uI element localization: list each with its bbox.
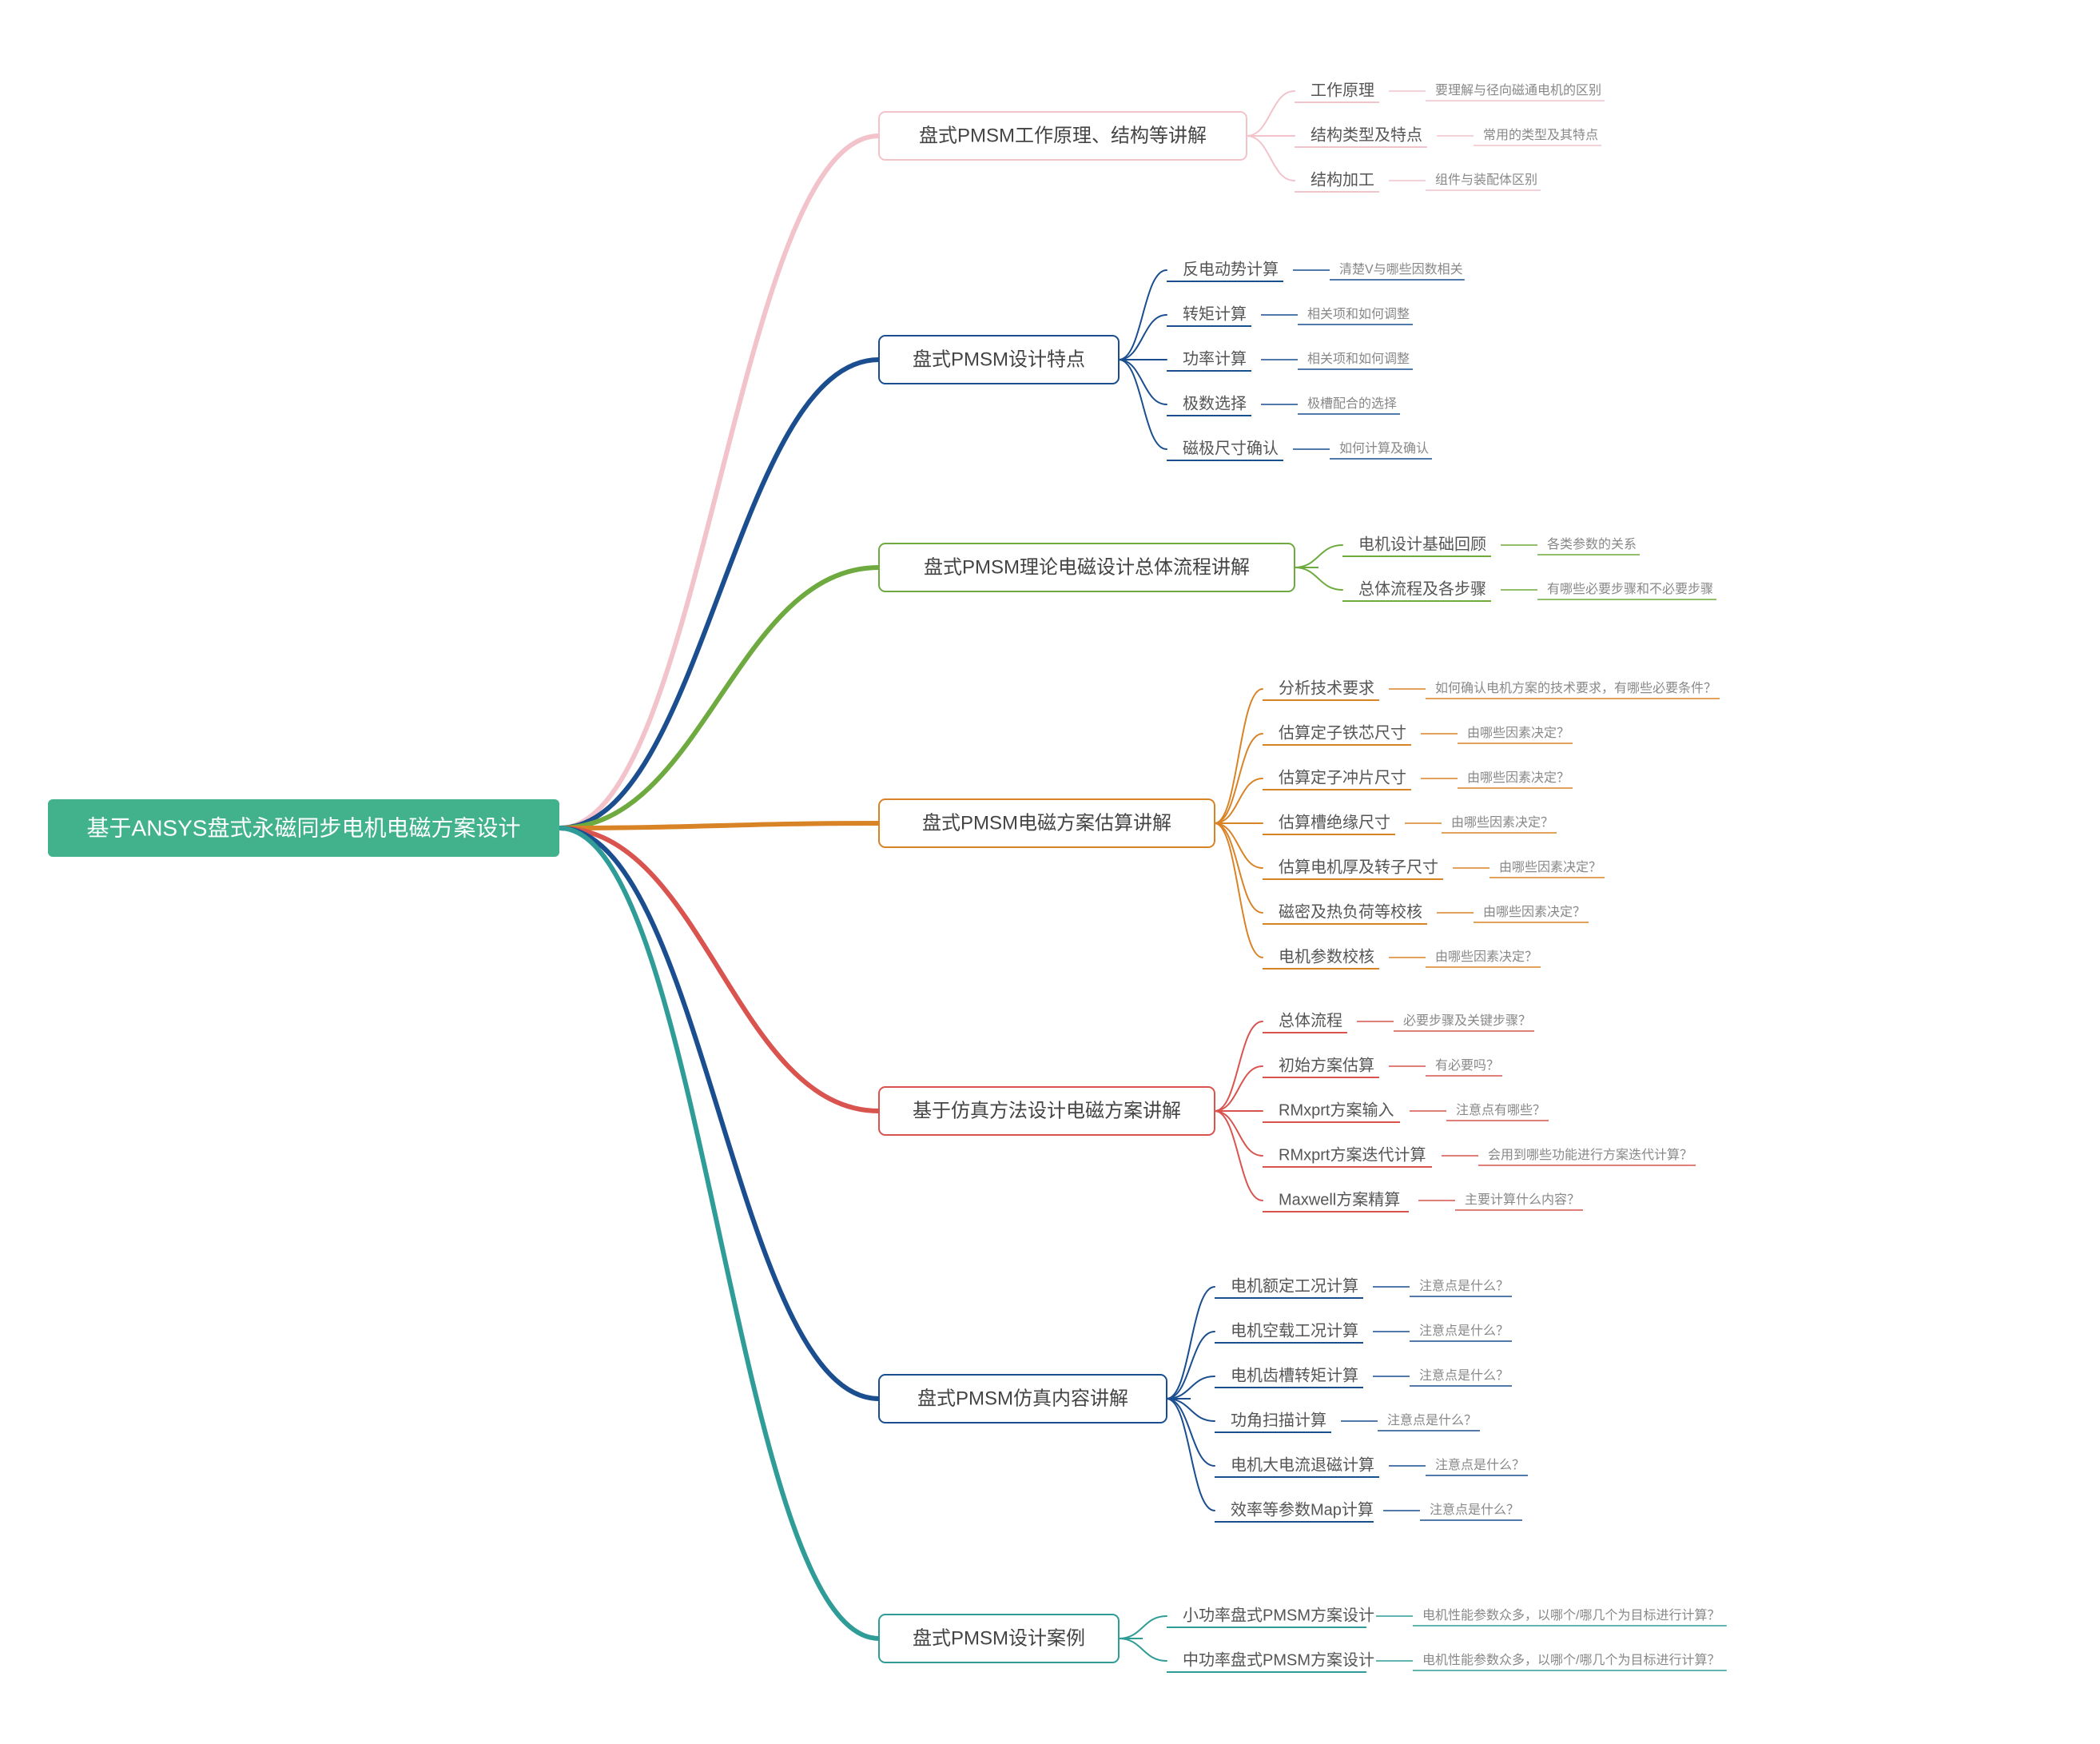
branch-label: 盘式PMSM设计案例 <box>913 1627 1085 1649</box>
leaf-note: 主要计算什么内容？ <box>1465 1192 1580 1207</box>
leaf-label: RMxprt方案输入 <box>1279 1101 1394 1119</box>
leaf-label: 磁密及热负荷等校核 <box>1279 902 1422 921</box>
leaf-label: 反电动势计算 <box>1183 260 1279 278</box>
leaf-note: 注意点有哪些？ <box>1456 1102 1545 1117</box>
leaf-note: 注意点是什么？ <box>1387 1412 1477 1427</box>
root-label: 基于ANSYS盘式永磁同步电机电磁方案设计 <box>87 815 521 840</box>
leaf-label: Maxwell方案精算 <box>1279 1190 1400 1208</box>
connector-root-branch <box>559 360 879 828</box>
connector-branch-leaf <box>1215 1111 1263 1200</box>
connector-root-branch <box>559 828 879 1638</box>
leaf-note: 注意点是什么？ <box>1419 1368 1509 1383</box>
leaf-note: 注意点是什么？ <box>1419 1323 1509 1338</box>
leaf-note: 注意点是什么？ <box>1419 1278 1509 1293</box>
connector-branch-leaf <box>1215 1021 1263 1111</box>
leaf-label: 结构加工 <box>1311 170 1374 189</box>
connector-branch-leaf <box>1215 734 1263 823</box>
connector-branch-leaf <box>1119 315 1167 360</box>
branch-label: 盘式PMSM仿真内容讲解 <box>917 1388 1128 1409</box>
connector-branch-leaf <box>1215 823 1263 913</box>
leaf-note: 常用的类型及其特点 <box>1483 128 1598 142</box>
branch-label: 盘式PMSM工作原理、结构等讲解 <box>919 125 1207 146</box>
leaf-note: 相关项和如何调整 <box>1307 352 1410 366</box>
connector-branch-leaf <box>1215 689 1263 823</box>
branch-label: 盘式PMSM电磁方案估算讲解 <box>922 812 1171 834</box>
leaf-label: 电机额定工况计算 <box>1231 1276 1358 1295</box>
leaf-note: 如何计算及确认 <box>1339 440 1429 456</box>
leaf-label: RMxprt方案迭代计算 <box>1279 1145 1426 1164</box>
leaf-note: 由哪些因素决定？ <box>1451 815 1553 830</box>
connector-branch-leaf <box>1215 1111 1263 1156</box>
leaf-note: 必要步骤及关键步骤？ <box>1403 1013 1531 1028</box>
leaf-label: 估算定子铁芯尺寸 <box>1279 723 1406 742</box>
leaf-label: 电机设计基础回顾 <box>1358 535 1486 553</box>
branch-label: 盘式PMSM设计特点 <box>913 348 1085 370</box>
leaf-label: 结构类型及特点 <box>1311 125 1422 144</box>
leaf-note: 要理解与径向磁通电机的区别 <box>1435 83 1601 98</box>
connector-branch-leaf <box>1167 1399 1215 1511</box>
leaf-label: 小功率盘式PMSM方案设计 <box>1183 1606 1374 1624</box>
leaf-note: 由哪些因素决定？ <box>1499 860 1601 874</box>
leaf-label: 估算槽绝缘尺寸 <box>1279 813 1390 831</box>
leaf-note: 由哪些因素决定？ <box>1467 770 1569 785</box>
leaf-note: 如何确认电机方案的技术要求，有哪些必要条件？ <box>1435 681 1716 695</box>
leaf-label: 中功率盘式PMSM方案设计 <box>1183 1650 1374 1669</box>
connector-root-branch <box>559 136 879 828</box>
leaf-label: 极数选择 <box>1183 394 1247 412</box>
mindmap-canvas: 基于ANSYS盘式永磁同步电机电磁方案设计 盘式PMSM工作原理、结构等讲解 工作原… <box>0 0 2100 1744</box>
connector-branch-leaf <box>1119 1638 1167 1661</box>
leaf-label: 磁极尺寸确认 <box>1183 439 1279 457</box>
leaf-note: 电机性能参数众多，以哪个/哪几个为目标进行计算？ <box>1422 1652 1720 1667</box>
connector-branch-leaf <box>1247 91 1295 136</box>
leaf-label: 转矩计算 <box>1183 305 1247 323</box>
leaf-note: 注意点是什么？ <box>1430 1502 1519 1517</box>
connector-branch-leaf <box>1119 360 1167 404</box>
connector-root-branch <box>559 828 879 1111</box>
leaf-label: 效率等参数Map计算 <box>1231 1500 1374 1519</box>
leaf-note: 电机性能参数众多，以哪个/哪几个为目标进行计算？ <box>1422 1607 1720 1623</box>
leaf-note: 有哪些必要步骤和不必要步骤 <box>1547 582 1713 596</box>
connector-branch-leaf <box>1215 823 1263 958</box>
leaf-label: 电机大电流退磁计算 <box>1231 1455 1374 1474</box>
leaf-note: 组件与装配体区别 <box>1435 173 1537 187</box>
leaf-note: 由哪些因素决定？ <box>1483 905 1585 919</box>
leaf-note: 由哪些因素决定？ <box>1435 950 1537 964</box>
leaf-label: 功角扫描计算 <box>1231 1411 1326 1429</box>
connector-branch-leaf <box>1215 778 1263 823</box>
connector-root-branch <box>559 828 879 1399</box>
connector-branch-leaf <box>1215 1066 1263 1111</box>
connector-branch-leaf <box>1119 270 1167 360</box>
leaf-label: 总体流程及各步骤 <box>1358 579 1486 598</box>
connector-branch-leaf <box>1119 360 1167 449</box>
leaf-label: 电机参数校核 <box>1279 947 1374 966</box>
connector-branch-leaf <box>1247 136 1295 181</box>
connector-root-branch <box>559 567 879 828</box>
connector-branch-leaf <box>1215 823 1263 868</box>
connector-branch-leaf <box>1295 545 1342 567</box>
leaf-note: 有必要吗？ <box>1435 1058 1499 1073</box>
connector-branch-leaf <box>1119 1616 1167 1638</box>
connector-root-branch <box>559 823 879 828</box>
leaf-label: 总体流程 <box>1279 1011 1342 1029</box>
leaf-label: 分析技术要求 <box>1279 679 1374 697</box>
leaf-note: 相关项和如何调整 <box>1307 307 1410 321</box>
leaf-note: 注意点是什么？ <box>1435 1457 1525 1472</box>
branch-label: 基于仿真方法设计电磁方案讲解 <box>913 1100 1181 1121</box>
branch-label: 盘式PMSM理论电磁设计总体流程讲解 <box>924 556 1250 578</box>
leaf-note: 由哪些因素决定？ <box>1467 726 1569 740</box>
connector-branch-leaf <box>1295 567 1342 590</box>
leaf-note: 极槽配合的选择 <box>1307 396 1397 411</box>
leaf-label: 估算定子冲片尺寸 <box>1279 768 1406 786</box>
leaf-label: 工作原理 <box>1311 81 1374 99</box>
leaf-note: 清楚V与哪些因数相关 <box>1339 262 1463 277</box>
leaf-label: 电机齿槽转矩计算 <box>1231 1366 1358 1384</box>
leaf-label: 功率计算 <box>1183 349 1247 368</box>
leaf-note: 各类参数的关系 <box>1547 537 1637 551</box>
leaf-note: 会用到哪些功能进行方案迭代计算？ <box>1488 1147 1692 1162</box>
leaf-label: 电机空载工况计算 <box>1231 1321 1358 1340</box>
connector-branch-leaf <box>1167 1287 1215 1399</box>
leaf-label: 初始方案估算 <box>1279 1056 1374 1074</box>
leaf-label: 估算电机厚及转子尺寸 <box>1279 858 1438 876</box>
